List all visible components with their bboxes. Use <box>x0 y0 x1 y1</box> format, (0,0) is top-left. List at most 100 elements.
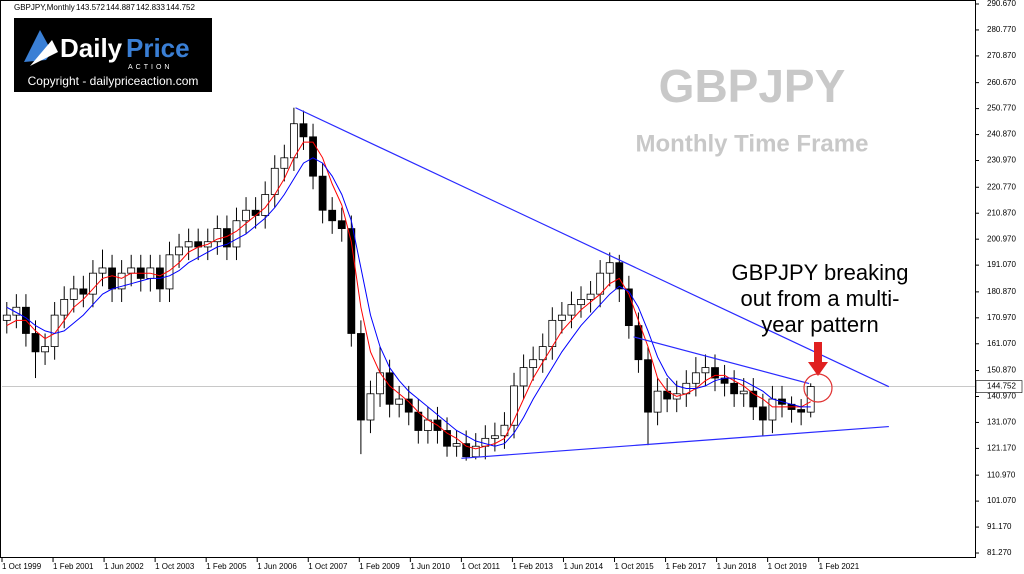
candle-body <box>69 288 78 300</box>
y-tick-label: 101.070 <box>987 496 1016 505</box>
y-tick-label: 110.970 <box>987 470 1016 479</box>
candle-body <box>404 398 413 413</box>
candle-body <box>12 306 21 316</box>
y-tick-label: 290.670 <box>987 0 1016 8</box>
copyright: Copyright - dailypriceaction.com <box>28 74 199 88</box>
candle-body <box>538 346 547 361</box>
price-label-box <box>975 380 1023 393</box>
candle-body <box>443 430 451 447</box>
logo-icon <box>30 40 58 66</box>
candle-body <box>691 372 700 384</box>
y-tick-label: 191.070 <box>987 260 1016 269</box>
x-tick-label: 1 Oct 1999 <box>2 562 42 571</box>
candle-body <box>213 228 222 243</box>
y-tick-label: 220.770 <box>987 182 1016 191</box>
candle-body <box>615 262 624 290</box>
candle-body <box>711 367 719 379</box>
candle-body <box>749 390 758 408</box>
x-tick-label: 1 Oct 2011 <box>461 562 500 571</box>
candle-body <box>184 241 193 248</box>
y-tick-label: 91.170 <box>987 522 1012 531</box>
candle-body <box>232 220 241 248</box>
arrow <box>808 342 828 376</box>
candle-body <box>644 359 652 413</box>
y-tick-label: 280.770 <box>987 25 1016 34</box>
moving-average <box>6 141 811 450</box>
y-tick-label: 240.870 <box>987 130 1016 139</box>
x-tick-label: 1 Feb 2001 <box>53 562 94 571</box>
candle-body <box>108 267 116 290</box>
logo-text: Daily <box>60 33 123 63</box>
candle-body <box>280 157 289 169</box>
x-tick-label: 1 Oct 2003 <box>155 562 195 571</box>
x-tick-label: 1 Jun 2002 <box>104 562 144 571</box>
candle-body <box>500 424 509 437</box>
watermark-subtitle: Monthly Time Frame <box>636 130 869 157</box>
annotation: out from a multi- <box>741 286 900 311</box>
watermark-title: GBPJPY <box>659 60 846 112</box>
candle-body <box>356 333 365 421</box>
candle-body <box>567 304 576 316</box>
candle-body <box>577 298 585 306</box>
logo-text: Price <box>126 33 190 63</box>
candle-body <box>462 443 471 458</box>
x-tick-label: 1 Jun 2006 <box>257 562 297 571</box>
y-tick-label: 210.870 <box>987 208 1016 217</box>
x-tick-label: 1 Feb 2005 <box>206 562 247 571</box>
ohlc-value: 144.887 <box>106 3 135 12</box>
candle-body <box>50 314 59 347</box>
candle-body <box>127 267 136 274</box>
candle-body <box>519 367 528 387</box>
candle-body <box>289 123 298 159</box>
candle-body <box>98 267 107 274</box>
candle-body <box>634 325 643 361</box>
candle-body <box>490 435 499 439</box>
plot-frame <box>0 0 976 558</box>
y-tick-label: 260.670 <box>987 78 1016 87</box>
candle-body <box>328 209 337 222</box>
y-tick-label: 131.070 <box>987 418 1016 427</box>
annotation: year pattern <box>761 312 878 337</box>
candle-body <box>395 398 404 405</box>
candle-body <box>261 194 270 216</box>
candle-body <box>701 367 710 374</box>
candle-body <box>653 390 662 413</box>
x-tick-label: 1 Oct 2015 <box>615 562 655 571</box>
x-tick-label: 1 Jun 2018 <box>717 562 757 571</box>
candle-body <box>797 409 806 413</box>
x-tick-label: 1 Oct 2019 <box>768 562 808 571</box>
annotation: GBPJPY breaking <box>732 260 909 285</box>
candle-body <box>366 393 375 421</box>
candle-body <box>31 333 40 353</box>
candle-body <box>758 406 767 421</box>
trendline <box>461 425 889 459</box>
y-tick-label: 270.870 <box>987 51 1016 60</box>
y-tick-label: 180.870 <box>987 287 1016 296</box>
candle-body <box>242 209 250 222</box>
candle-body <box>89 272 97 295</box>
candle-body <box>318 175 327 211</box>
y-tick-label: 161.070 <box>987 339 1016 348</box>
x-tick-label: 1 Feb 2021 <box>819 562 860 571</box>
candle-body <box>299 123 308 138</box>
y-tick-label: 200.970 <box>987 234 1016 243</box>
candle-body <box>586 293 595 300</box>
symbol: GBPJPY,Monthly <box>14 3 75 12</box>
candle-body <box>60 298 69 316</box>
candle-body <box>41 346 49 353</box>
y-tick-label: 150.870 <box>987 366 1016 375</box>
x-tick-label: 1 Oct 2007 <box>308 562 348 571</box>
logo-tagline: ACTION <box>128 64 172 71</box>
candle-body <box>730 382 739 395</box>
candle-body <box>768 398 777 421</box>
price-label: 144.752 <box>987 382 1016 391</box>
ohlc-value: 143.572 <box>76 3 105 12</box>
y-tick-label: 250.770 <box>987 104 1016 113</box>
candle-body <box>117 272 126 290</box>
candle-body <box>557 314 566 321</box>
ohlc: 143.572 144.887 142.833 144.752 <box>76 3 195 12</box>
plot <box>2 107 975 461</box>
ohlc-value: 144.752 <box>166 3 195 12</box>
candle-body <box>165 254 174 290</box>
y-tick-label: 81.270 <box>987 548 1012 557</box>
